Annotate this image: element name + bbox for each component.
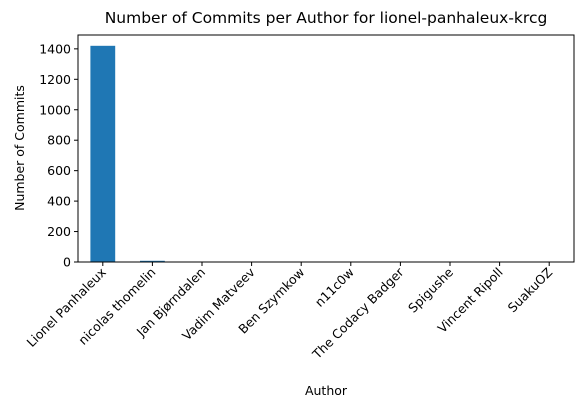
bars-group [90, 45, 562, 262]
y-tick-label: 400 [47, 194, 71, 209]
y-axis: 0 200 400 600 800 1000 1200 1400 [39, 41, 78, 270]
x-tick-label: The Codacy Badger [309, 264, 407, 362]
x-tick-label: Spigushe [405, 264, 456, 315]
bar [90, 45, 116, 262]
y-tick-label: 200 [47, 224, 71, 239]
x-tick-label: SuakuOZ [505, 265, 556, 316]
y-tick-label: 600 [47, 163, 71, 178]
bar [140, 260, 165, 262]
y-tick-label: 1400 [39, 41, 71, 56]
y-tick-label: 0 [63, 255, 71, 270]
y-tick-label: 800 [47, 133, 71, 148]
x-tick-label: n11c0w [312, 265, 357, 310]
x-axis-label: Author [305, 383, 348, 398]
plot-frame [77, 34, 575, 263]
y-tick-label: 1200 [39, 72, 71, 87]
y-tick-label: 1000 [39, 102, 71, 117]
y-axis-label: Number of Commits [12, 85, 27, 211]
chart-title: Number of Commits per Author for lionel-… [105, 9, 548, 27]
